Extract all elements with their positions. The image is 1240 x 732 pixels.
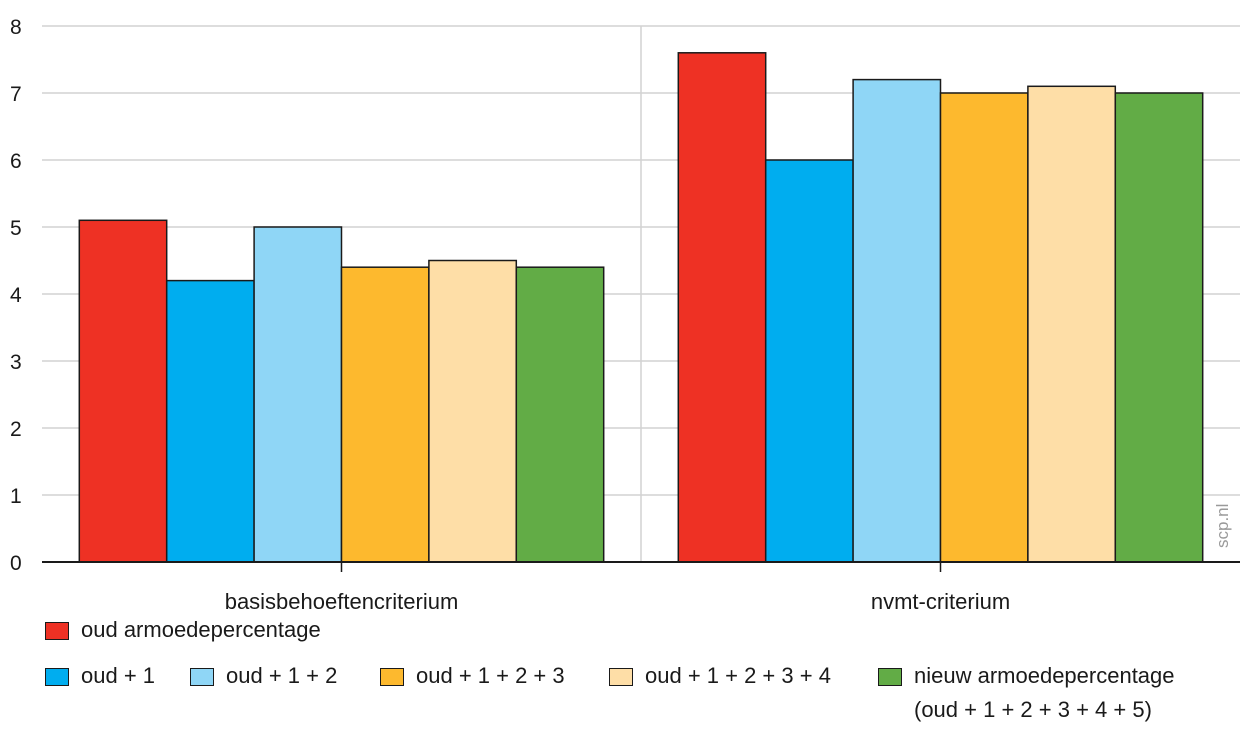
bar [428,259,518,563]
bar [764,159,854,563]
legend-label: oud armoedepercentage [81,617,321,642]
legend-swatch [609,668,633,686]
y-tick-label: 3 [10,351,22,374]
legend-swatch [45,622,69,640]
bars [78,52,1204,563]
bar [515,266,605,563]
y-tick-label: 7 [10,83,22,106]
legend-item: oud armoedepercentage [45,615,321,645]
bar [939,92,1029,563]
y-axis: 0 1 2 3 4 5 6 7 8 [10,16,22,575]
legend-label: oud + 1 + 2 + 3 [416,663,565,688]
legend-swatch [45,668,69,686]
y-tick-label: 4 [10,284,22,307]
legend-item: oud + 1 + 2 + 3 + 4 [609,661,831,691]
legend-label: nieuw armoedepercentage (oud + 1 + 2 + 3 … [914,661,1175,725]
x-category-label: nvmt-criterium [871,589,1010,614]
legend-swatch [380,668,404,686]
legend-item: oud + 1 + 2 + 3 [380,661,565,691]
x-axis: basisbehoeftencriterium nvmt-criterium [42,561,1240,614]
legend-label: oud + 1 + 2 + 3 + 4 [645,663,831,688]
legend-swatch [878,668,902,686]
y-tick-label: 0 [10,552,22,575]
y-tick-label: 2 [10,418,22,441]
bar [852,78,942,563]
legend-item: oud + 1 [45,661,155,691]
legend-swatch [190,668,214,686]
y-tick-label: 8 [10,16,22,39]
y-tick-label: 1 [10,485,22,508]
legend-label: oud + 1 + 2 [226,663,338,688]
y-tick-label: 6 [10,150,22,173]
legend-label: oud + 1 [81,663,156,688]
bar [677,52,767,563]
legend-label-line2: (oud + 1 + 2 + 3 + 4 + 5) [914,697,1152,722]
watermark: scp.nl [1213,504,1232,548]
legend-item: nieuw armoedepercentage (oud + 1 + 2 + 3 … [878,661,1175,725]
bar [1114,92,1204,563]
legend-item: oud + 1 + 2 [190,661,337,691]
x-category-label: basisbehoeftencriterium [225,589,459,614]
y-tick-label: 5 [10,217,22,240]
